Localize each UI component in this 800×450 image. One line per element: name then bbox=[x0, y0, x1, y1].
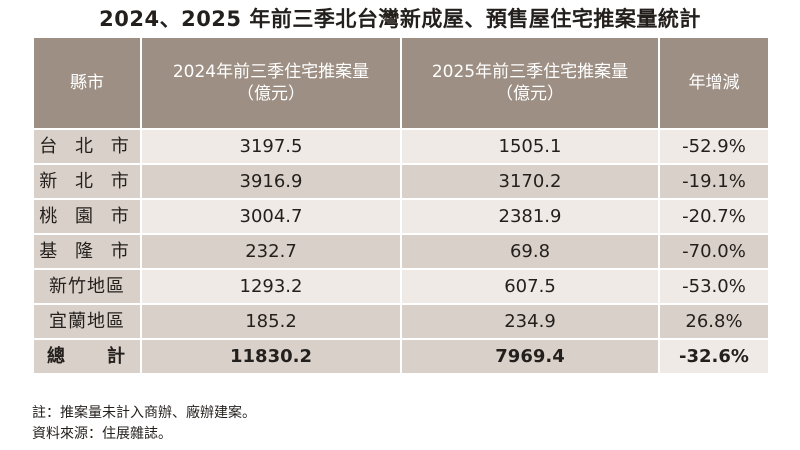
note-source: 資料來源：住展雜誌。 bbox=[32, 426, 172, 442]
yoy-change-cell: 26.8% bbox=[658, 303, 770, 340]
yoy-change-cell: -53.0% bbox=[658, 268, 770, 305]
header-row: 縣市 2024年前三季住宅推案量 （億元） 2025年前三季住宅推案量 （億元）… bbox=[32, 36, 770, 130]
county-cell: 新 北 市 bbox=[32, 163, 142, 200]
supply-2025-cell: 69.8 bbox=[400, 233, 660, 270]
housing-supply-table: 縣市 2024年前三季住宅推案量 （億元） 2025年前三季住宅推案量 （億元）… bbox=[32, 36, 770, 375]
table-row: 基 隆 市 232.7 69.8 -70.0% bbox=[32, 233, 770, 270]
supply-2024-cell: 3916.9 bbox=[140, 163, 402, 200]
total-2025-cell: 7969.4 bbox=[400, 338, 660, 375]
supply-2024-cell: 1293.2 bbox=[140, 268, 402, 305]
header-yoy-change: 年增減 bbox=[658, 36, 770, 130]
supply-2024-cell: 3004.7 bbox=[140, 198, 402, 235]
header-2025-supply: 2025年前三季住宅推案量 （億元） bbox=[400, 36, 660, 130]
supply-2025-cell: 234.9 bbox=[400, 303, 660, 340]
header-county: 縣市 bbox=[32, 36, 142, 130]
county-cell: 新竹地區 bbox=[32, 268, 142, 305]
supply-2024-cell: 232.7 bbox=[140, 233, 402, 270]
yoy-change-cell: -19.1% bbox=[658, 163, 770, 200]
note-exclusion: 註：推案量未計入商辦、廠辦建案。 bbox=[32, 405, 256, 421]
footnotes: 註：推案量未計入商辦、廠辦建案。 資料來源：住展雜誌。 bbox=[32, 403, 256, 445]
table-title: 2024、2025 年前三季北台灣新成屋、預售屋住宅推案量統計 bbox=[99, 7, 701, 31]
supply-2025-cell: 3170.2 bbox=[400, 163, 660, 200]
county-cell: 台 北 市 bbox=[32, 128, 142, 165]
yoy-change-cell: -70.0% bbox=[658, 233, 770, 270]
yoy-change-cell: -52.9% bbox=[658, 128, 770, 165]
total-label-cell: 總 計 bbox=[32, 338, 142, 375]
header-2025-supply-text: 2025年前三季住宅推案量 （億元） bbox=[431, 62, 629, 104]
total-2024-cell: 11830.2 bbox=[140, 338, 402, 375]
supply-2025-cell: 607.5 bbox=[400, 268, 660, 305]
header-2024-supply-text: 2024年前三季住宅推案量 （億元） bbox=[172, 62, 370, 104]
county-cell: 基 隆 市 bbox=[32, 233, 142, 270]
county-cell: 桃 園 市 bbox=[32, 198, 142, 235]
county-cell: 宜蘭地區 bbox=[32, 303, 142, 340]
supply-2025-cell: 1505.1 bbox=[400, 128, 660, 165]
supply-2024-cell: 3197.5 bbox=[140, 128, 402, 165]
table-row: 新 北 市 3916.9 3170.2 -19.1% bbox=[32, 163, 770, 200]
header-2024-supply: 2024年前三季住宅推案量 （億元） bbox=[140, 36, 402, 130]
table-row: 新竹地區 1293.2 607.5 -53.0% bbox=[32, 268, 770, 305]
total-row: 總 計 11830.2 7969.4 -32.6% bbox=[32, 338, 770, 375]
total-yoy-cell: -32.6% bbox=[658, 338, 770, 375]
supply-2024-cell: 185.2 bbox=[140, 303, 402, 340]
table-row: 宜蘭地區 185.2 234.9 26.8% bbox=[32, 303, 770, 340]
table-row: 桃 園 市 3004.7 2381.9 -20.7% bbox=[32, 198, 770, 235]
yoy-change-cell: -20.7% bbox=[658, 198, 770, 235]
table-row: 台 北 市 3197.5 1505.1 -52.9% bbox=[32, 128, 770, 165]
supply-2025-cell: 2381.9 bbox=[400, 198, 660, 235]
